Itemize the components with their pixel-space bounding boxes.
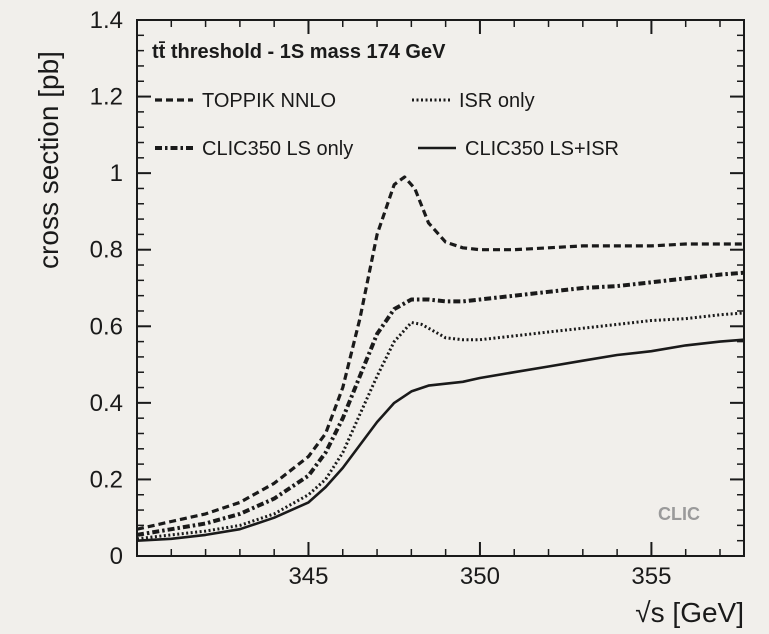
x-tick-label: 345 — [288, 563, 328, 590]
legend-label: CLIC350 LS only — [202, 138, 353, 160]
legend-label: CLIC350 LS+ISR — [465, 138, 619, 160]
legend-label: ISR only — [459, 90, 535, 112]
plot-frame — [136, 19, 745, 557]
y-axis-title: cross section [pb] — [33, 51, 64, 269]
legend: TOPPIK NNLO ISR only CLIC350 LS only CLIC35… — [155, 90, 619, 160]
series-lines — [136, 175, 745, 542]
y-tick-label: 1.4 — [90, 7, 123, 34]
series-line-3 — [136, 270, 745, 537]
series-line-4 — [136, 338, 745, 542]
y-tick-label: 0.4 — [90, 390, 123, 417]
x-tick-labels: 345 350 355 — [288, 563, 671, 590]
y-tick-label: 0.8 — [90, 237, 123, 264]
annotation-label: CLIC — [658, 504, 700, 524]
x-axis-title: √s [GeV] — [635, 597, 744, 628]
series-line-2 — [136, 311, 745, 541]
y-tick-labels: 0 0.2 0.4 0.6 0.8 1 1.2 1.4 — [90, 7, 123, 570]
y-tick-label: 0.2 — [90, 466, 123, 493]
x-tick-label: 350 — [460, 563, 500, 590]
y-tick-label: 1.2 — [90, 84, 123, 111]
chart-title: tt̄ threshold - 1S mass 174 GeV — [152, 41, 446, 63]
y-tick-label: 0 — [110, 543, 123, 570]
y-tick-label: 0.6 — [90, 313, 123, 340]
legend-label: TOPPIK NNLO — [202, 90, 336, 112]
x-tick-label: 355 — [631, 563, 671, 590]
y-tick-label: 1 — [110, 160, 123, 187]
series-line-1 — [136, 175, 744, 531]
tick-marks — [136, 19, 744, 557]
